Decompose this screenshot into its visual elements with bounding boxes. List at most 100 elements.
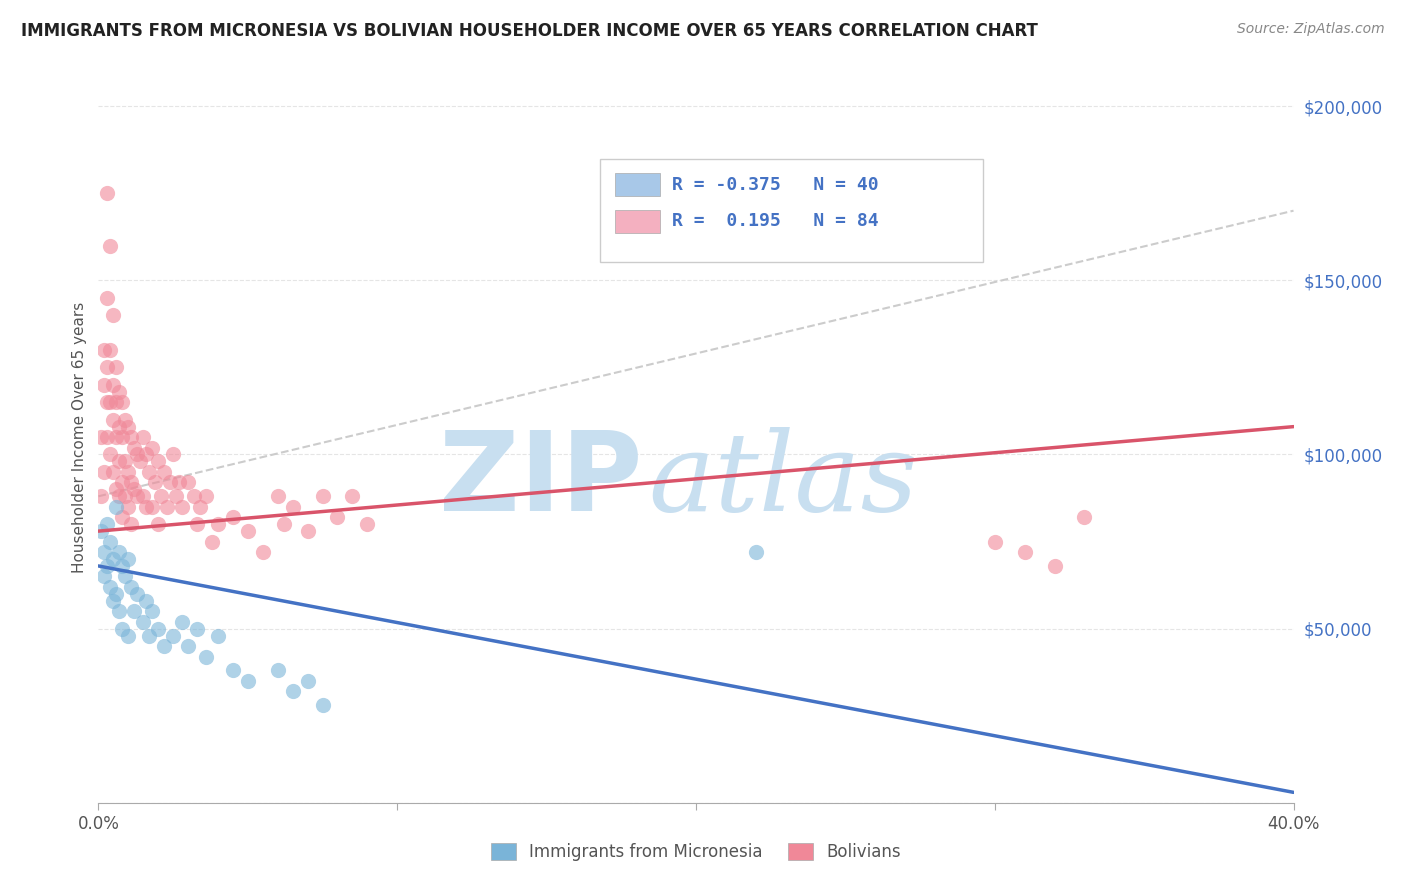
Point [141,441,163,455]
Point [105,587,128,601]
Point [93,343,115,357]
Point [90,489,112,503]
Point [273,517,295,532]
Point [148,454,170,468]
Point [103,552,125,566]
Point [148,517,170,532]
Point [93,569,115,583]
Point [135,500,157,514]
Point [111,475,134,490]
Point [236,524,259,538]
Point [117,552,139,566]
Point [356,517,378,532]
Point [93,465,115,479]
Point [745,545,768,559]
Point [114,454,136,468]
Point [124,441,146,455]
Point [108,489,131,503]
Point [195,649,218,664]
Point [201,534,224,549]
Point [281,500,304,514]
Point [167,475,190,490]
Point [984,534,1007,549]
Point [141,500,163,514]
Point [98,580,122,594]
Point [172,615,194,629]
Point [165,489,187,503]
Point [96,517,118,532]
Bar [614,210,661,233]
Point [96,430,118,444]
Point [103,377,125,392]
Point [124,483,146,497]
Bar [614,173,661,196]
Point [297,524,319,538]
Point [105,360,128,375]
Point [207,517,229,532]
Point [96,186,118,201]
Point [108,545,131,559]
Point [111,510,134,524]
Point [90,430,112,444]
Point [1043,558,1066,573]
Point [93,377,115,392]
Point [120,475,142,490]
Point [103,594,125,608]
Text: Source: ZipAtlas.com: Source: ZipAtlas.com [1237,22,1385,37]
Point [129,454,152,468]
Point [103,308,125,322]
Point [96,395,118,409]
Point [98,534,122,549]
Point [135,594,157,608]
Point [162,629,184,643]
Point [132,615,155,629]
Point [120,430,142,444]
Point [127,448,149,462]
Point [105,395,128,409]
Point [111,395,134,409]
Point [127,587,149,601]
Point [183,489,205,503]
Point [120,580,142,594]
Text: R =  0.195   N = 84: R = 0.195 N = 84 [672,212,879,230]
Text: IMMIGRANTS FROM MICRONESIA VS BOLIVIAN HOUSEHOLDER INCOME OVER 65 YEARS CORRELAT: IMMIGRANTS FROM MICRONESIA VS BOLIVIAN H… [21,22,1038,40]
Point [222,510,245,524]
Point [186,622,208,636]
Point [186,517,208,532]
Point [222,664,245,678]
Point [111,558,134,573]
Point [138,465,160,479]
Point [108,454,131,468]
Point [132,430,155,444]
Point [117,629,139,643]
Point [188,500,211,514]
Point [267,664,290,678]
Point [342,489,364,503]
Point [124,604,146,618]
Point [96,360,118,375]
Point [103,465,125,479]
Text: ZIP: ZIP [439,427,643,534]
Point [114,412,136,426]
Point [172,500,194,514]
Point [311,489,333,503]
Point [117,500,139,514]
Text: R = -0.375   N = 40: R = -0.375 N = 40 [672,176,879,194]
Point [141,604,163,618]
Point [98,395,122,409]
Point [114,569,136,583]
Point [207,629,229,643]
Point [177,475,200,490]
Point [90,524,112,538]
Point [108,384,131,399]
Point [150,489,173,503]
Point [177,639,200,653]
Legend: Immigrants from Micronesia, Bolivians: Immigrants from Micronesia, Bolivians [485,836,907,868]
Point [127,489,149,503]
Point [93,545,115,559]
Point [267,489,290,503]
Point [1073,510,1095,524]
Point [252,545,274,559]
Point [311,698,333,713]
Point [98,448,122,462]
